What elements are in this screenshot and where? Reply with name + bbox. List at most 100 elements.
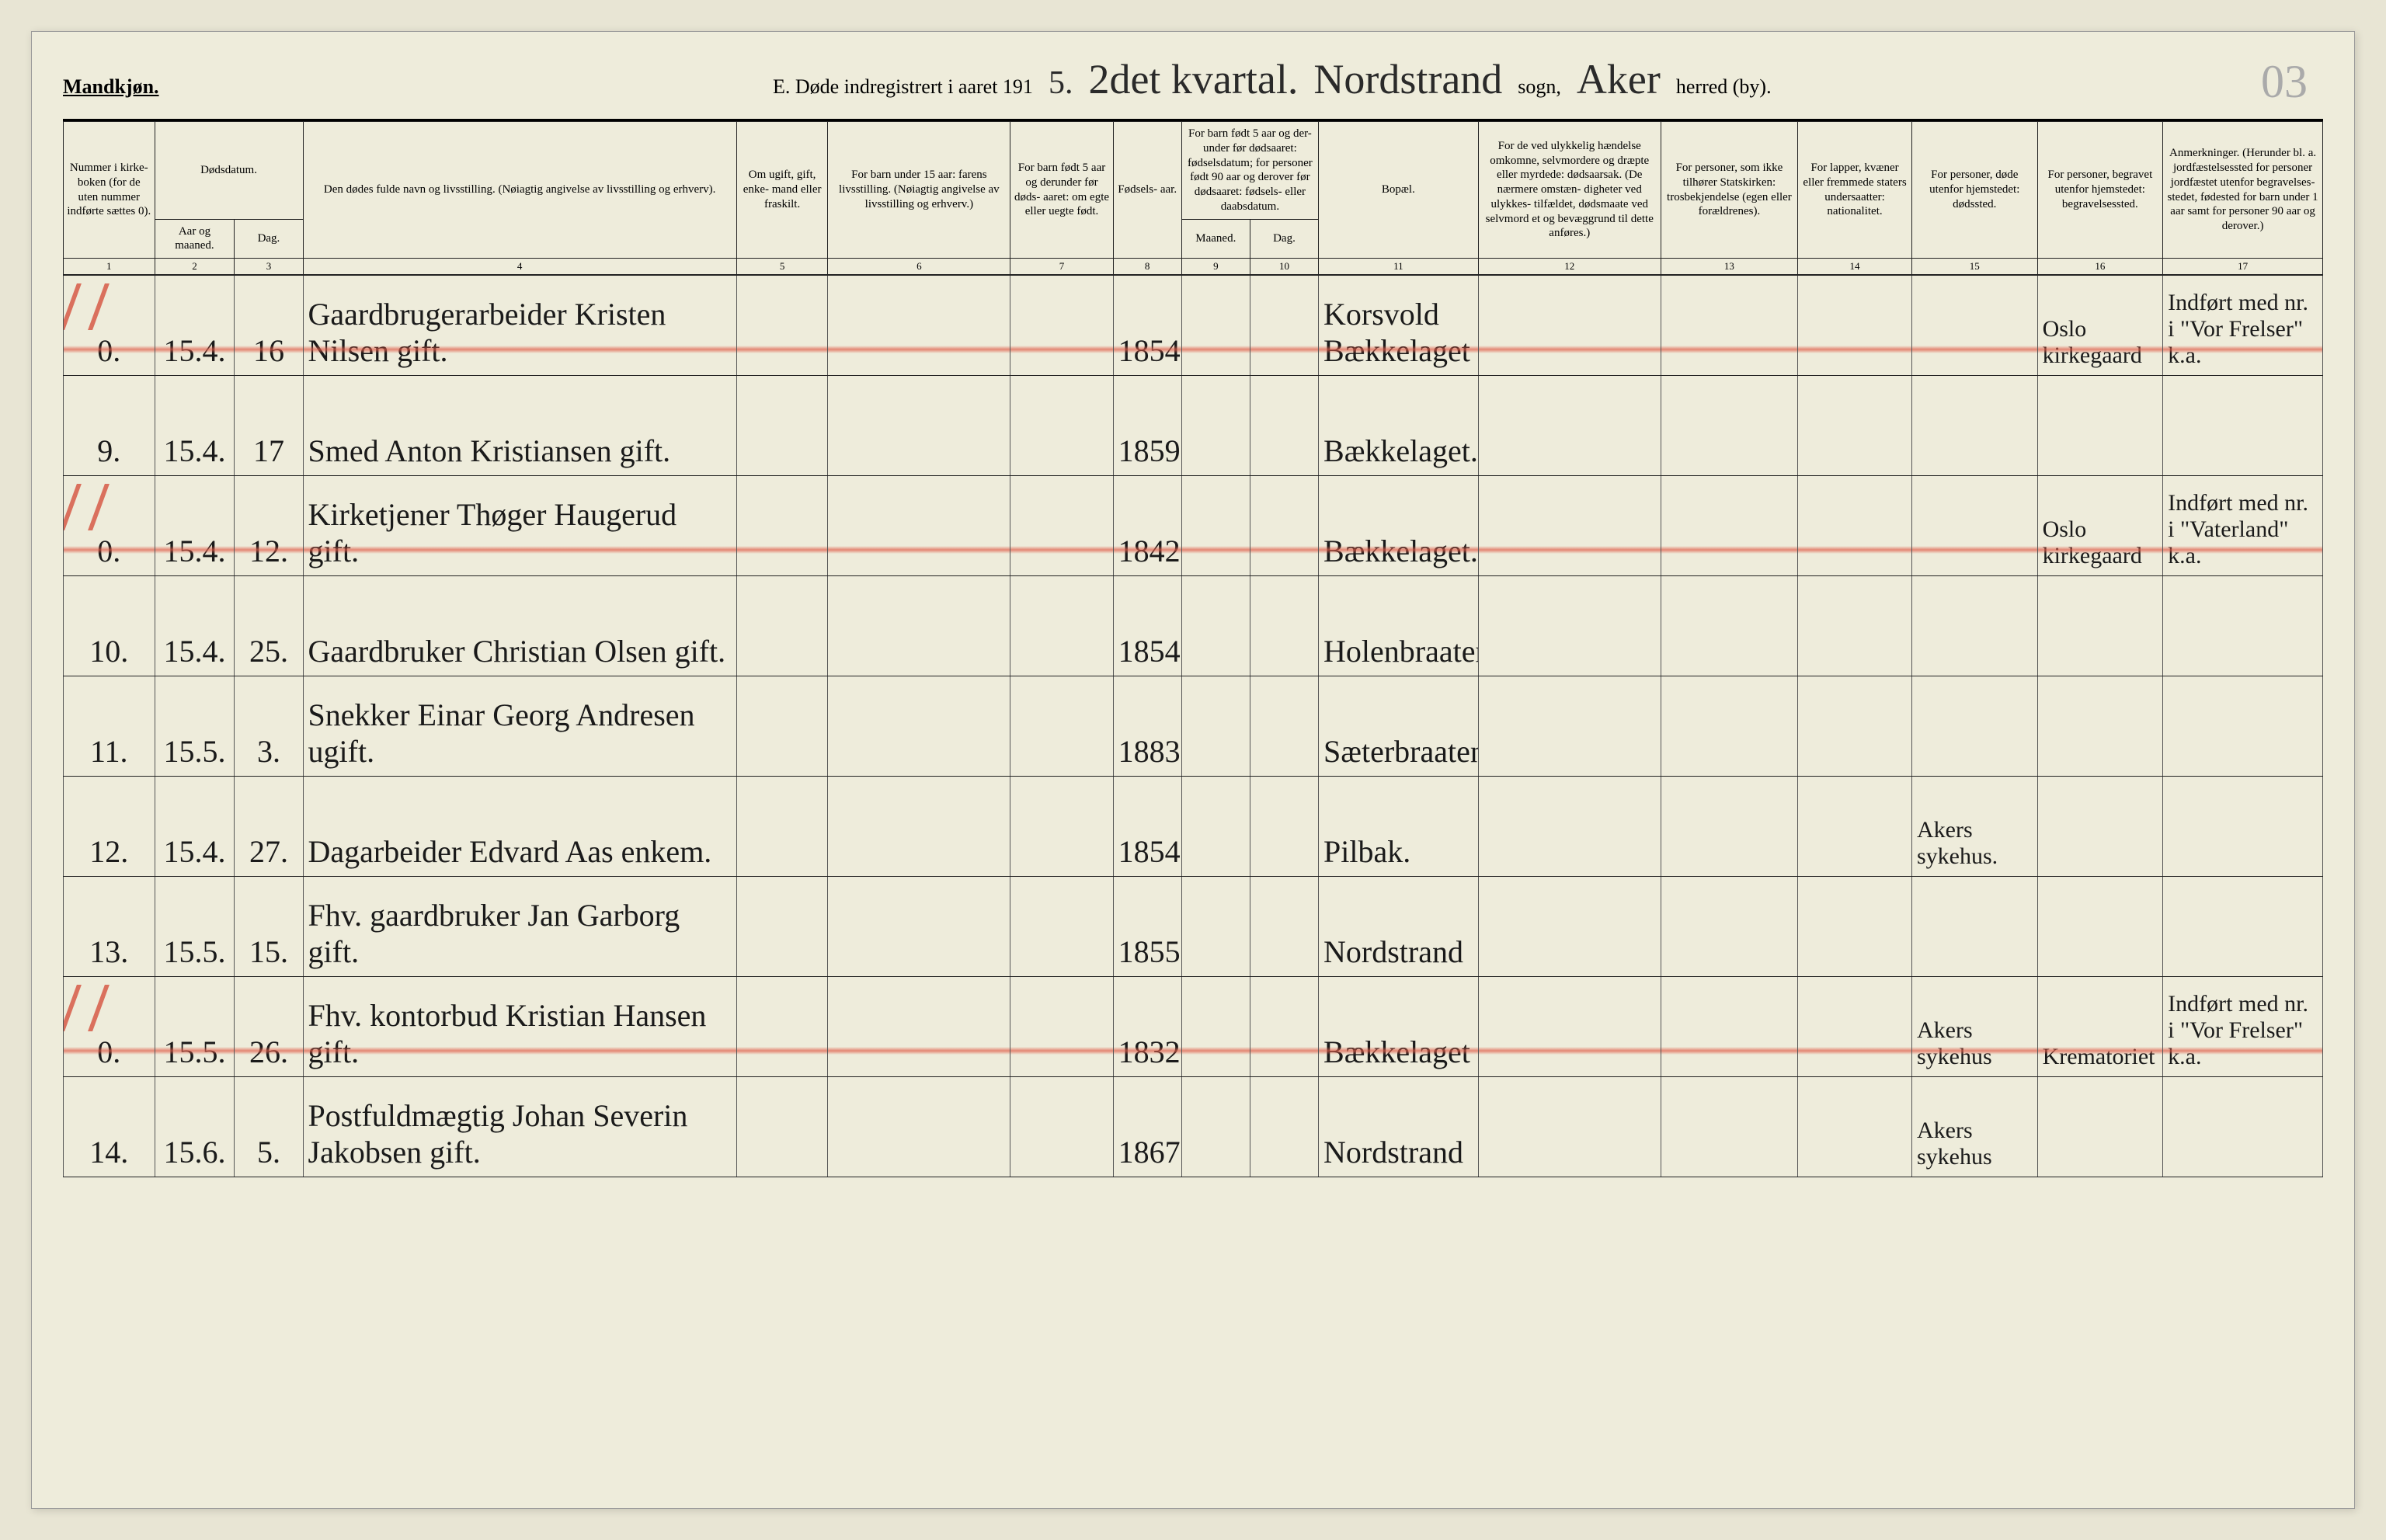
title-line: E. Døde indregistrert i aaret 1915. 2det… (221, 55, 2323, 103)
table-cell (1250, 376, 1318, 476)
table-cell (2163, 376, 2323, 476)
table-cell (1798, 376, 1912, 476)
colnum: 17 (2163, 259, 2323, 276)
table-cell (1010, 576, 1113, 676)
table-cell (1250, 576, 1318, 676)
table-cell (1661, 275, 1797, 376)
table-cell (1478, 376, 1661, 476)
table-cell: 25. (235, 576, 303, 676)
table-cell (828, 877, 1010, 977)
table-cell: Akers sykehus (1911, 977, 2037, 1077)
col-header-11: Bopæl. (1319, 122, 1479, 259)
table-cell (1181, 476, 1250, 576)
title-prefix: E. Døde indregistrert i aaret 191 (773, 75, 1033, 99)
table-cell (828, 376, 1010, 476)
table-cell: Fhv. kontorbud Kristian Hansen gift. (303, 977, 736, 1077)
table-cell (1010, 676, 1113, 777)
table-cell (1661, 676, 1797, 777)
table-cell (1661, 376, 1797, 476)
table-cell: Postfuldmægtig Johan Severin Jakobsen gi… (303, 1077, 736, 1177)
col-header-6: For barn under 15 aar: farens livsstilli… (828, 122, 1010, 259)
table-cell (828, 275, 1010, 376)
column-number-row: 1 2 3 4 5 6 7 8 9 10 11 12 13 14 15 16 1… (64, 259, 2323, 276)
table-cell (1181, 1077, 1250, 1177)
table-cell: 0. (64, 476, 155, 576)
table-cell (1661, 877, 1797, 977)
table-cell (1181, 275, 1250, 376)
table-cell (1181, 977, 1250, 1077)
table-cell (1798, 1077, 1912, 1177)
col-header-3: Dag. (235, 219, 303, 259)
col-header-14: For lapper, kvæner eller fremmede stater… (1798, 122, 1912, 259)
quarter-handwritten: 2det kvartal. (1088, 55, 1298, 103)
table-cell (736, 777, 828, 877)
table-cell (1911, 676, 2037, 777)
table-cell: 15.4. (155, 376, 235, 476)
table-cell: 1854 (1113, 576, 1181, 676)
register-page: 03 Mandkjøn. E. Døde indregistrert i aar… (31, 31, 2355, 1509)
col-header-2: Aar og maaned. (155, 219, 235, 259)
district-handwritten: Aker (1577, 55, 1661, 103)
table-cell: 1855. (1113, 877, 1181, 977)
table-cell: 3. (235, 676, 303, 777)
table-cell: 14. (64, 1077, 155, 1177)
table-cell (1911, 476, 2037, 576)
colnum: 13 (1661, 259, 1797, 276)
table-cell: 1854. (1113, 777, 1181, 877)
table-cell (1798, 676, 1912, 777)
table-cell: 13. (64, 877, 155, 977)
col-header-9: Maaned. (1181, 219, 1250, 259)
colnum: 16 (2037, 259, 2163, 276)
table-cell: Krematoriet (2037, 977, 2163, 1077)
table-cell: Bækkelaget. (1319, 376, 1479, 476)
colnum: 7 (1010, 259, 1113, 276)
table-cell (828, 476, 1010, 576)
table-cell (2163, 777, 2323, 877)
table-cell: 17 (235, 376, 303, 476)
gender-label: Mandkjøn. (63, 75, 159, 99)
table-cell: 15.4. (155, 576, 235, 676)
table-cell: Nordstrand (1319, 877, 1479, 977)
table-cell (736, 275, 828, 376)
colnum: 3 (235, 259, 303, 276)
table-cell (1250, 1077, 1318, 1177)
table-cell (1661, 977, 1797, 1077)
death-register-table: Nummer i kirke- boken (for de uten numme… (63, 121, 2323, 1177)
colnum: 9 (1181, 259, 1250, 276)
table-cell (1478, 877, 1661, 977)
table-cell (828, 1077, 1010, 1177)
table-cell (828, 676, 1010, 777)
table-cell (1798, 777, 1912, 877)
col-header-13: For personer, som ikke tilhører Statskir… (1661, 122, 1797, 259)
table-cell (1250, 676, 1318, 777)
table-row: 0.15.4.12.Kirketjener Thøger Haugerud gi… (64, 476, 2323, 576)
table-cell: Snekker Einar Georg Andresen ugift. (303, 676, 736, 777)
table-cell: Indført med nr. i "Vaterland" k.a. (2163, 476, 2323, 576)
table-cell: Bækkelaget (1319, 977, 1479, 1077)
table-cell: Akers sykehus (1911, 1077, 2037, 1177)
colnum: 12 (1478, 259, 1661, 276)
table-cell (1010, 1077, 1113, 1177)
col-header-1: Nummer i kirke- boken (for de uten numme… (64, 122, 155, 259)
table-cell (1250, 977, 1318, 1077)
table-cell: 12. (64, 777, 155, 877)
table-cell: Gaardbruker Christian Olsen gift. (303, 576, 736, 676)
table-cell (1478, 576, 1661, 676)
table-cell: 1883 (1113, 676, 1181, 777)
table-cell: Sæterbraaten (1319, 676, 1479, 777)
table-cell: Smed Anton Kristiansen gift. (303, 376, 736, 476)
table-cell: 10. (64, 576, 155, 676)
col-header-16: For personer, begravet utenfor hjemstede… (2037, 122, 2163, 259)
table-row: 14.15.6.5.Postfuldmægtig Johan Severin J… (64, 1077, 2323, 1177)
table-cell (2163, 576, 2323, 676)
colnum: 6 (828, 259, 1010, 276)
table-cell (736, 476, 828, 576)
table-cell (1010, 777, 1113, 877)
col-header-dodsdatum: Dødsdatum. (155, 122, 303, 220)
table-cell: 9. (64, 376, 155, 476)
col-header-12: For de ved ulykkelig hændelse omkomne, s… (1478, 122, 1661, 259)
table-cell (1250, 877, 1318, 977)
table-cell (1250, 275, 1318, 376)
colnum: 15 (1911, 259, 2037, 276)
table-cell (736, 676, 828, 777)
